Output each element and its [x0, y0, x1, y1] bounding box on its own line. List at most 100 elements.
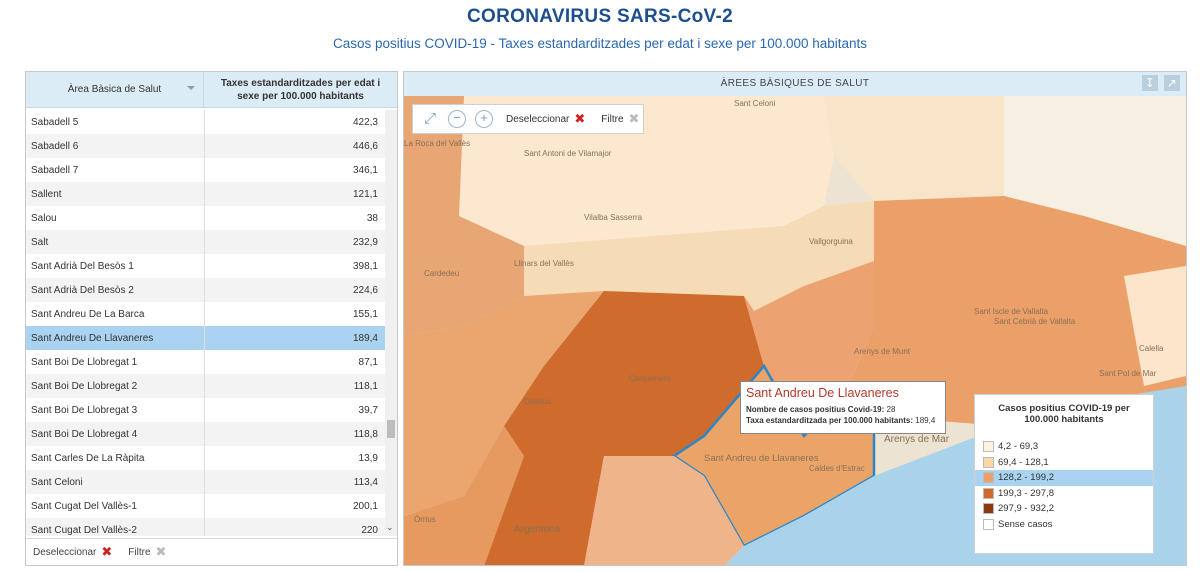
column-header-rate[interactable]: Taxes estandarditzades per edat i sexe p…	[204, 72, 397, 107]
place-label: Sant Pol de Mar	[1099, 369, 1157, 378]
table-row[interactable]: Sant Boi De Llobregat 3 39,7	[26, 398, 385, 422]
legend-swatch	[983, 472, 994, 484]
deselect-close-icon[interactable]: ✖	[101, 544, 113, 559]
tooltip-cases-value: 28	[886, 405, 896, 414]
table-row[interactable]: Sabadell 7 346,1	[26, 158, 385, 182]
place-label: Arenys de Munt	[854, 347, 911, 356]
page-title: CORONAVIRUS SARS-CoV-2	[467, 6, 733, 27]
page-subtitle: Casos positius COVID-19 - Taxes estandar…	[332, 36, 868, 51]
table-row[interactable]: Sant Andreu De Llavaneres 189,4	[26, 326, 385, 350]
legend-label: 297,9 - 932,2	[998, 503, 1054, 515]
table-row[interactable]: Sant Boi De Llobregat 4 118,8	[26, 422, 385, 446]
legend-swatch	[983, 441, 994, 453]
row-area-name: Sabadell 6	[31, 140, 79, 152]
region-northeast[interactable]	[1004, 96, 1186, 246]
legend-label: 199,3 - 297,8	[998, 487, 1054, 499]
table-row[interactable]: Sabadell 6 446,6	[26, 134, 385, 158]
row-area-name: Sant Cugat Del Vallès-1	[31, 500, 137, 512]
sort-arrow-icon[interactable]	[187, 86, 195, 90]
place-label: Vilalba Sasserra	[584, 213, 643, 222]
region-la-roca[interactable]	[404, 291, 604, 516]
legend-item[interactable]: 4,2 - 69,3	[975, 439, 1153, 455]
table-row[interactable]: Sabadell 5 422,3	[26, 110, 385, 134]
place-label: Canyamars	[629, 374, 670, 383]
table-header: Àrea Bàsica de Salut Taxes estandarditza…	[26, 72, 397, 108]
tooltip-cases-label: Nombre de casos positius Covid-19:	[746, 405, 885, 414]
map-deselect-button[interactable]: Deseleccionar	[506, 113, 570, 125]
region-cardedeu[interactable]	[404, 96, 524, 336]
row-rate-value: 200,1	[352, 500, 378, 512]
table-scrollbar[interactable]: ⌄	[385, 110, 397, 536]
legend-item[interactable]: 69,4 - 128,1	[975, 455, 1153, 471]
table-row[interactable]: Sant Celoni 113,4	[26, 470, 385, 494]
table-row[interactable]: Sallent 121,1	[26, 182, 385, 206]
map-header-title: ÀREES BÀSIQUES DE SALUT	[720, 78, 870, 89]
row-rate-value: 346,1	[352, 164, 378, 176]
row-area-name: Sant Adrià Del Besòs 1	[31, 260, 134, 272]
map-filter-button[interactable]: Filtre	[601, 113, 624, 125]
table-row[interactable]: Sant Carles De La Ràpita 13,9	[26, 446, 385, 470]
legend-label: 69,4 - 128,1	[998, 456, 1049, 468]
region-arenys-de-munt[interactable]	[844, 196, 1186, 426]
table-row[interactable]: Sant Cugat Del Vallès-1 200,1	[26, 494, 385, 518]
row-rate-value: 38	[366, 212, 378, 224]
region-dosrius[interactable]	[484, 291, 764, 566]
map-legend: Casos positius COVID-19 per 100.000 habi…	[974, 394, 1154, 554]
row-rate-value: 398,1	[352, 260, 378, 272]
scrollbar-thumb[interactable]	[387, 420, 395, 438]
region-orrius[interactable]	[404, 426, 524, 566]
region-vallgorguina[interactable]	[524, 201, 874, 311]
table-row[interactable]: Sant Boi De Llobregat 2 118,1	[26, 374, 385, 398]
column-divider	[204, 110, 205, 536]
row-area-name: Sant Andreu De Llavaneres	[31, 332, 154, 344]
map-toolbar: ⤢ − + Deseleccionar ✖ Filtre ✖	[412, 104, 644, 134]
table-filter-button[interactable]: Filtre	[128, 546, 151, 558]
legend-item[interactable]: 128,2 - 199,2	[975, 470, 1153, 486]
legend-swatch	[983, 456, 994, 468]
legend-label: 128,2 - 199,2	[998, 472, 1054, 484]
place-label: Dosrius	[524, 397, 551, 406]
legend-item[interactable]: 297,9 - 932,2	[975, 501, 1153, 517]
row-area-name: Sabadell 5	[31, 116, 79, 128]
region-argentona[interactable]	[584, 456, 744, 566]
table-row[interactable]: Salt 232,9	[26, 230, 385, 254]
legend-item[interactable]: 199,3 - 297,8	[975, 486, 1153, 502]
column-header-area[interactable]: Àrea Bàsica de Salut	[26, 72, 204, 107]
expand-icon[interactable]: ↗	[1164, 75, 1180, 91]
region-vilalba[interactable]	[824, 96, 1004, 201]
zoom-out-icon[interactable]: −	[448, 110, 466, 128]
table-row[interactable]: Salou 38	[26, 206, 385, 230]
filter-close-icon[interactable]: ✖	[155, 544, 167, 559]
table-deselect-button[interactable]: Deseleccionar	[33, 546, 97, 558]
row-area-name: Sant Celoni	[31, 476, 83, 488]
legend-item[interactable]: Sense casos	[975, 517, 1153, 533]
table-row[interactable]: Sant Adrià Del Besòs 2 224,6	[26, 278, 385, 302]
tooltip-rate-label: Taxa estandarditzada per 100.000 habitan…	[746, 416, 914, 425]
zoom-in-icon[interactable]: +	[475, 110, 493, 128]
table-row[interactable]: Sant Andreu De La Barca 155,1	[26, 302, 385, 326]
place-label: Caldes d'Estrac	[809, 464, 865, 473]
place-label: Sant Cebrià de Vallalta	[994, 317, 1076, 326]
row-area-name: Sant Boi De Llobregat 2	[31, 380, 138, 392]
table-row[interactable]: Sant Cugat Del Vallès-2 220	[26, 518, 385, 536]
place-label: Llinars del Vallès	[514, 259, 574, 268]
region-tooltip: Sant Andreu De Llavaneres Nombre de caso…	[740, 381, 946, 434]
legend-label: 4,2 - 69,3	[998, 441, 1039, 453]
place-label: La Roca del Vallès	[404, 139, 470, 148]
map-header: ÀREES BÀSIQUES DE SALUT ↧ ↗	[404, 72, 1186, 96]
map-filter-close-icon[interactable]: ✖	[628, 111, 640, 126]
row-area-name: Sant Carles De La Ràpita	[31, 452, 145, 464]
scroll-down-icon[interactable]: ⌄	[386, 522, 394, 532]
region-calella[interactable]	[1124, 266, 1186, 386]
place-label: Òrrius	[414, 515, 436, 524]
table-row[interactable]: Sant Adrià Del Besòs 1 398,1	[26, 254, 385, 278]
download-icon[interactable]: ↧	[1142, 75, 1158, 91]
fullscreen-icon[interactable]: ⤢	[423, 110, 436, 127]
legend-title: Casos positius COVID-19 per 100.000 habi…	[998, 403, 1130, 425]
place-label: Calella	[1139, 344, 1164, 353]
choropleth-map[interactable]: Sant Celoni Llinars del Vallès Vallgorgu…	[404, 96, 1186, 566]
table-row[interactable]: Sant Boi De Llobregat 1 87,1	[26, 350, 385, 374]
column-header-area-label: Àrea Bàsica de Salut	[67, 84, 162, 95]
map-deselect-close-icon[interactable]: ✖	[574, 111, 586, 126]
legend-swatch	[983, 487, 994, 499]
